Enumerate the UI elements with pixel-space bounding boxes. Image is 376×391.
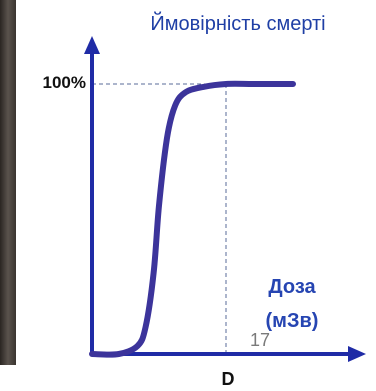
page-number: 17 [250,330,270,350]
y-tick-label-100: 100% [43,73,86,92]
series-line [89,80,296,358]
y-axis-arrow [84,36,100,54]
x-axis-label-line2: (мЗв) [266,310,319,332]
x-axis-arrow [348,346,366,362]
photo-edge-image [0,0,16,365]
x-tick-label-d: D [222,369,235,389]
chart-title: Ймовірність смерті [150,11,325,35]
x-axis-label-line1: Доза [268,276,316,298]
